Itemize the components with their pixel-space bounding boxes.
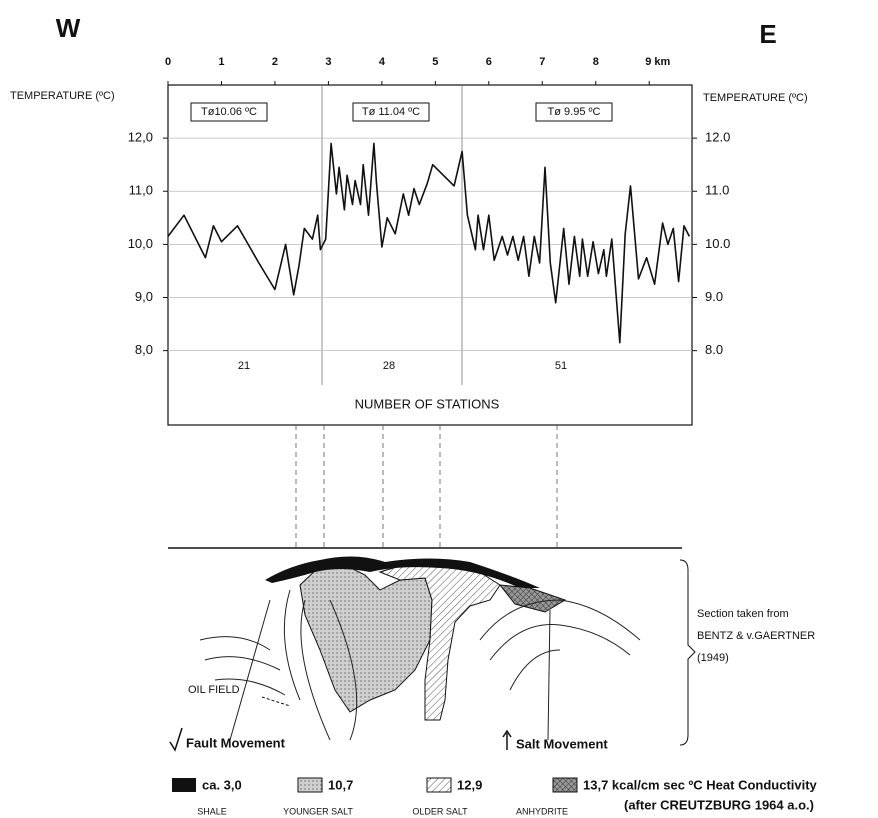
section-source: (1949) [697,652,729,664]
section-source: Section taken from [697,608,789,620]
west-label: W [56,13,81,43]
x-tick-label: 3 [325,56,331,68]
y-tick-label: 12,0 [128,130,153,145]
legend-material: ANHYDRITE [516,806,568,816]
legend-swatch [298,778,322,792]
legend-material: SHALE [197,806,227,816]
legend-material: YOUNGER SALT [283,806,353,816]
x-tick-label: 2 [272,56,278,68]
annotation: Tø10.06 ºC [201,106,257,118]
region-dividers [322,85,462,385]
station-count: 28 [383,360,395,372]
y-tick-label: 9,0 [135,289,153,304]
legend-value: 12,9 [457,777,482,792]
x-tick-label: 9 km [645,56,670,68]
legend-swatch [553,778,577,792]
temperature-line [168,143,689,342]
legend-swatch [172,778,196,792]
y2-tick-label: 12.0 [705,130,730,145]
figure: W E TEMPERATURE (ºC) TEMPERATURE (ºC) Tø… [0,0,878,818]
x-tick-label: 1 [218,56,224,68]
east-label: E [759,19,776,49]
x-tick-label: 5 [432,56,438,68]
legend-source: (after CREUTZBURG 1964 a.o.) [624,797,814,812]
x-tick-label: 8 [593,56,599,68]
annotation: Tø 9.95 ºC [548,106,601,118]
y-tick-label: 10,0 [128,236,153,251]
station-label: NUMBER OF STATIONS [355,396,500,411]
legend-value: 13,7 kcal/cm sec ºC Heat Conductivity [583,777,818,792]
cross-section [168,548,695,750]
fault-label: Fault Movement [186,735,286,750]
station-count: 21 [238,360,250,372]
x-tick-label: 0 [165,56,171,68]
annotation: Tø 11.04 ºC [362,106,420,118]
x-tick-label: 7 [539,56,545,68]
x-tick-label: 6 [486,56,492,68]
oil-field-label: OIL FIELD [188,684,240,696]
projection-lines [296,425,557,548]
legend-value: 10,7 [328,777,353,792]
y-axis-title: TEMPERATURE (ºC) [10,90,115,102]
y2-tick-label: 9.0 [705,289,723,304]
section-source: BENTZ & v.GAERTNER [697,630,815,642]
y2-tick-label: 10.0 [705,236,730,251]
y2-tick-label: 8.0 [705,342,723,357]
y2-tick-label: 11.0 [705,183,729,198]
legend-value: ca. 3,0 [202,777,242,792]
y-tick-label: 8,0 [135,342,153,357]
legend-material: OLDER SALT [412,806,468,816]
y-tick-label: 11,0 [129,183,153,198]
salt-label: Salt Movement [516,736,608,751]
page: {"chart_data": {"type": "line", "compass… [0,0,878,818]
y2-axis-title: TEMPERATURE (ºC) [703,92,808,104]
station-count: 51 [555,360,567,372]
legend-swatch [427,778,451,792]
x-tick-label: 4 [379,56,386,68]
